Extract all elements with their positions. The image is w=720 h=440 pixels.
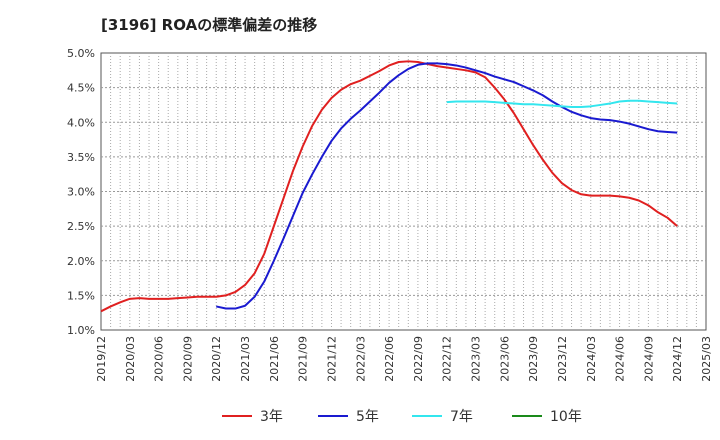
- legend-swatch: [512, 415, 542, 417]
- y-tick-label: 2.5%: [67, 220, 95, 233]
- x-tick-label: 2024/03: [585, 336, 598, 382]
- x-tick-label: 2022/09: [412, 336, 425, 382]
- x-tick-label: 2024/12: [671, 336, 684, 382]
- legend-label: 3年: [260, 409, 283, 425]
- legend-swatch: [412, 415, 442, 417]
- chart-title: [3196] ROAの標準偏差の推移: [101, 16, 318, 34]
- x-tick-label: 2021/03: [239, 336, 252, 382]
- legend: 3年 5年 7年 10年: [0, 404, 720, 428]
- legend-label: 7年: [450, 409, 473, 425]
- x-tick-label: 2024/09: [642, 336, 655, 382]
- x-tick-label: 2021/06: [268, 336, 281, 382]
- x-tick-label: 2022/06: [383, 336, 396, 382]
- series-line-5年: [216, 62, 678, 310]
- y-tick-label: 2.0%: [67, 255, 95, 268]
- x-tick-label: 2023/09: [527, 336, 540, 382]
- legend-swatch: [318, 415, 348, 417]
- y-tick-label: 3.0%: [67, 186, 95, 199]
- x-tick-label: 2020/12: [210, 336, 223, 382]
- x-tick-label: 2022/03: [354, 336, 367, 382]
- x-tick-label: 2023/03: [470, 336, 483, 382]
- x-tick-label: 2023/12: [556, 336, 569, 382]
- x-tick-label: 2025/03: [700, 336, 713, 382]
- y-tick-label: 3.5%: [67, 151, 95, 164]
- y-tick-label: 1.5%: [67, 289, 95, 302]
- x-tick-label: 2020/09: [181, 336, 194, 382]
- axis-layer: 1.0% 1.5% 2.0% 2.5% 3.0% 3.5% 4.0% 4.5% 5.0% 2019…: [67, 47, 713, 382]
- legend-item: 5年: [318, 404, 379, 428]
- y-tick-label: 5.0%: [67, 47, 95, 60]
- line-chart: 1.0% 1.5% 2.0% 2.5% 3.0% 3.5% 4.0% 4.5% 5.0% 2019…: [67, 47, 713, 382]
- plot-area: [100, 52, 707, 331]
- legend-item: 10年: [512, 404, 582, 428]
- series-layer: [100, 60, 678, 313]
- y-tick-label: 4.5%: [67, 82, 95, 95]
- x-tick-label: 2021/09: [297, 336, 310, 382]
- x-tick-label: 2021/12: [325, 336, 338, 382]
- x-tick-label: 2024/06: [614, 336, 627, 382]
- legend-item: 3年: [222, 404, 283, 428]
- x-tick-label: 2019/12: [95, 336, 108, 382]
- y-tick-label: 4.0%: [67, 116, 95, 129]
- x-tick-label: 2020/03: [124, 336, 137, 382]
- series-line-7年: [446, 99, 678, 109]
- grid-layer: [100, 52, 707, 331]
- legend-swatch: [222, 415, 252, 417]
- x-tick-label: 2023/06: [498, 336, 511, 382]
- legend-label: 5年: [356, 409, 379, 425]
- legend-label: 10年: [550, 409, 582, 425]
- series-line-3年: [100, 60, 678, 313]
- x-tick-label: 2022/12: [441, 336, 454, 382]
- y-tick-label: 1.0%: [67, 324, 95, 337]
- x-tick-label: 2020/06: [153, 336, 166, 382]
- legend-item: 7年: [412, 404, 473, 428]
